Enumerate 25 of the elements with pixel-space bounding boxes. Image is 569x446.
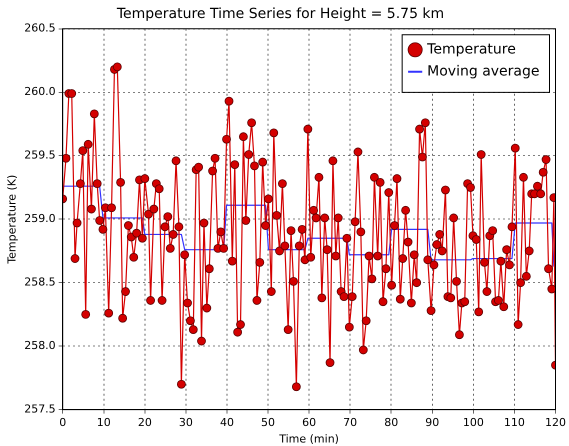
y-tick-label: 257.5 [24,402,56,416]
x-tick-label: 110 [504,416,525,430]
y-tick-label: 260.5 [24,22,56,35]
y-axis-title: Temperature (K) [5,174,18,265]
chart-title: Temperature Time Series for Height = 5.75 km [116,6,444,22]
legend-label: Moving average [427,63,540,80]
x-tick-label: 120 [545,416,566,430]
x-tick-label: 60 [302,416,316,430]
x-tick-label: 0 [59,416,66,430]
y-tick-label: 260.0 [24,85,56,98]
y-tick-label: 259.0 [24,212,56,226]
x-tick-label: 40 [220,416,234,430]
y-tick-label: 259.5 [24,148,56,162]
x-tick-label: 20 [138,416,152,430]
y-tick-label: 258.0 [24,338,56,352]
x-axis-title: Time (min) [278,432,339,446]
x-tick-label: 70 [343,416,358,430]
x-tick-label: 30 [178,416,193,430]
legend-label: Temperature [426,41,516,58]
x-tick-label: 10 [96,416,111,430]
y-tick-label: 258.5 [24,276,56,289]
x-tick-label: 50 [261,416,276,430]
x-tick-label: 90 [425,416,440,430]
x-tick-label: 80 [384,416,398,430]
x-tick-label: 100 [462,416,484,430]
